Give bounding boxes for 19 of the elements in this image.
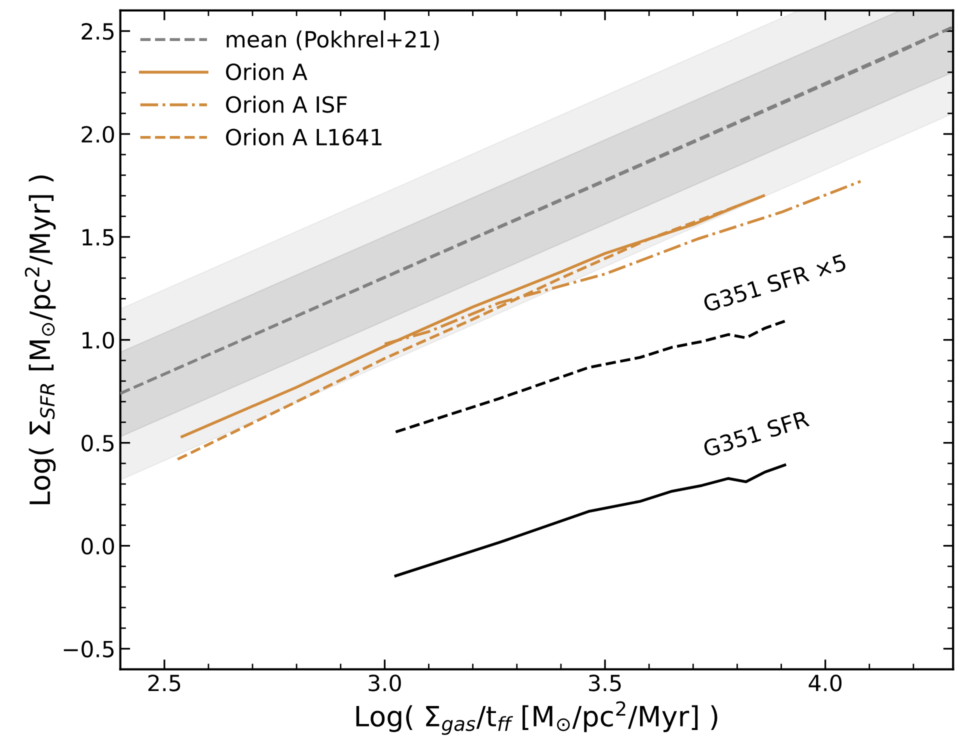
legend-label: Orion A L1641 [226,128,382,146]
x-tick-label: 4.0 [808,674,842,692]
y-tick-label: 0.5 [82,434,114,452]
y-tick-label: −0.5 [64,640,114,658]
x-tick-label: 2.5 [148,674,180,692]
legend-label: Orion A ISF [226,96,347,113]
y-tick-label: 2.0 [82,126,114,143]
x-tick-label: 3.0 [368,674,401,692]
annotation: G351 SFR [702,410,810,458]
legend-label: Orion A [226,63,308,80]
y-tick-label: 2.5 [82,22,114,40]
y-tick-label: 1.0 [82,332,114,349]
text: Log( Σ$_{gas}$/t$_{ff}$ [M$_{⊙}$/pc$^{2}$/Myr] ) [356,701,718,735]
legend-label: mean (Pokhrel+21) [226,30,439,50]
y-tick-label: 1.5 [82,229,114,246]
annotation: G351 SFR ×5 [702,254,847,312]
y-axis-title: Log( Σ$_{SFR}$ [M$_{⊙}$/pc$^{2}$/Myr] ) [24,176,56,504]
y-tick-label: 0.0 [82,538,114,555]
x-tick-label: 3.5 [589,674,621,692]
